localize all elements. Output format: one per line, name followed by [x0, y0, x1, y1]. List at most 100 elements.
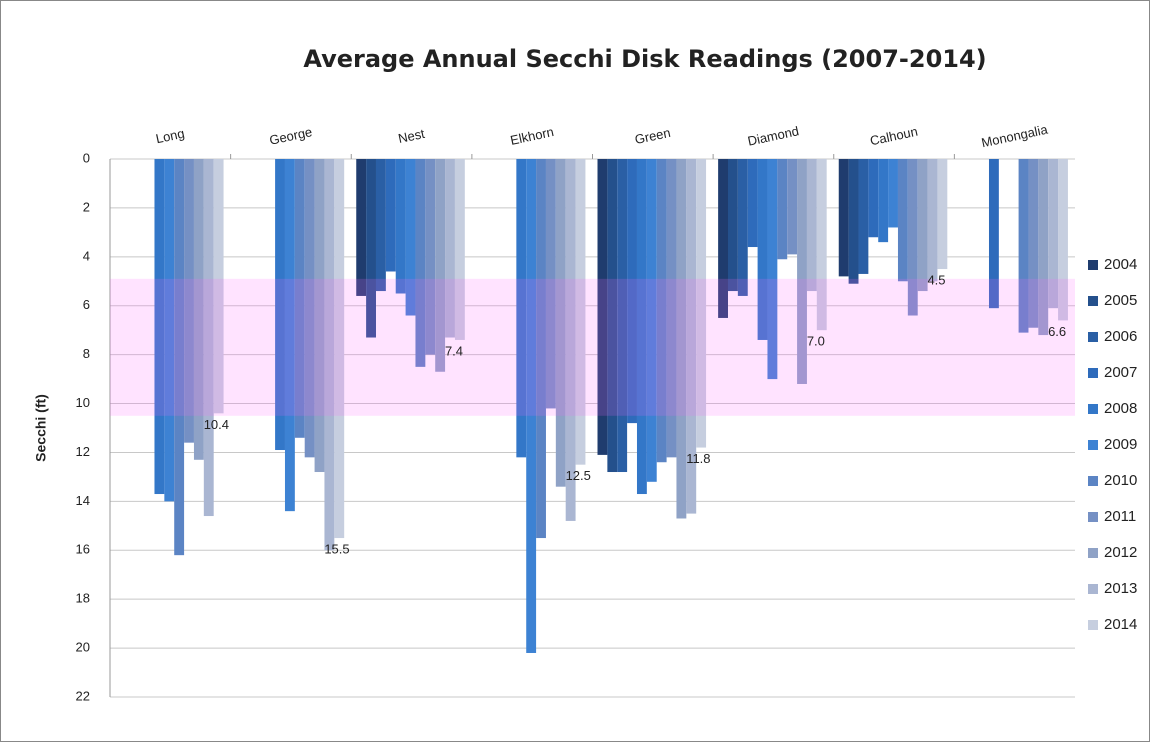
bar	[174, 159, 185, 556]
y-tick-label: 20	[76, 640, 90, 655]
bar	[454, 159, 465, 340]
legend-swatch	[1088, 476, 1098, 486]
bar	[757, 159, 768, 340]
bar	[324, 159, 335, 551]
bar	[676, 159, 687, 519]
bar	[1048, 159, 1059, 309]
bar	[385, 159, 396, 272]
legend-swatch	[1088, 368, 1098, 378]
legend-swatch	[1088, 332, 1098, 342]
data-label: 15.5	[324, 541, 349, 556]
chart-title: Average Annual Secchi Disk Readings (200…	[303, 45, 986, 73]
bar	[897, 159, 908, 282]
bar	[375, 159, 386, 292]
bar	[777, 159, 788, 260]
data-label: 6.6	[1048, 324, 1066, 339]
legend-label: 2010	[1104, 472, 1137, 489]
bar	[988, 159, 999, 309]
bar	[555, 159, 566, 487]
bar	[203, 159, 214, 517]
bar	[797, 159, 807, 384]
legend-label: 2008	[1104, 400, 1137, 417]
bar	[275, 159, 285, 451]
data-label: 4.5	[927, 272, 945, 287]
bar	[536, 159, 546, 539]
legend-swatch	[1088, 620, 1098, 630]
x-tick-label: Green	[633, 125, 671, 147]
legend-label: 2013	[1104, 580, 1137, 597]
legend-swatch	[1088, 440, 1098, 450]
bar	[636, 159, 647, 495]
bar	[526, 159, 537, 653]
bar	[314, 159, 325, 473]
bar	[425, 159, 436, 355]
bar	[878, 159, 889, 243]
bar	[415, 159, 426, 367]
bar	[284, 159, 295, 512]
y-tick-label: 14	[76, 493, 90, 508]
legend-swatch	[1088, 548, 1098, 558]
y-tick-label: 22	[76, 688, 90, 703]
bar	[516, 159, 527, 458]
data-label: 10.4	[204, 417, 229, 432]
data-label: 7.4	[445, 343, 463, 358]
bar	[1028, 159, 1039, 328]
legend-swatch	[1088, 404, 1098, 414]
bar	[696, 159, 707, 448]
bar	[164, 159, 175, 502]
bar	[435, 159, 446, 372]
bar	[405, 159, 416, 316]
y-tick-label: 0	[83, 150, 90, 165]
bar	[545, 159, 556, 409]
bar	[1058, 159, 1068, 321]
legend-swatch	[1088, 296, 1098, 306]
y-tick-label: 18	[76, 591, 90, 606]
legend-label: 2014	[1104, 616, 1137, 633]
legend-label: 2012	[1104, 544, 1137, 561]
bar	[737, 159, 748, 296]
y-tick-label: 2	[83, 199, 90, 214]
bar	[213, 159, 224, 414]
legend-label: 2011	[1104, 508, 1136, 525]
bar	[787, 159, 798, 255]
bar	[937, 159, 948, 270]
bar	[445, 159, 455, 338]
bar	[917, 159, 928, 292]
bar	[838, 159, 849, 277]
bar	[767, 159, 778, 380]
bar	[154, 159, 165, 495]
legend-label: 2009	[1104, 436, 1137, 453]
bar	[304, 159, 315, 458]
bar	[718, 159, 728, 318]
y-tick-label: 4	[83, 248, 90, 263]
bar	[806, 159, 817, 292]
bar	[727, 159, 738, 292]
bar	[193, 159, 204, 460]
y-tick-label: 8	[83, 346, 90, 361]
bar	[1038, 159, 1049, 336]
y-tick-label: 16	[76, 542, 90, 557]
bar	[646, 159, 657, 482]
bar	[366, 159, 376, 338]
data-label: 12.5	[566, 468, 591, 483]
bar	[356, 159, 367, 296]
bar	[395, 159, 406, 294]
data-label: 7.0	[807, 334, 825, 349]
highlight-band	[110, 278, 1075, 416]
bar	[656, 159, 667, 463]
bar	[607, 159, 618, 473]
bar	[686, 159, 697, 514]
legend-swatch	[1088, 512, 1098, 522]
bar	[747, 159, 758, 248]
y-axis-label: Secchi (ft)	[33, 394, 49, 462]
bar	[1018, 159, 1029, 333]
y-tick-label: 12	[76, 444, 90, 459]
bar	[858, 159, 869, 274]
x-tick-label: Long	[154, 126, 185, 147]
x-tick-label: Nest	[397, 126, 427, 146]
y-tick-label: 6	[83, 297, 90, 312]
legend-label: 2007	[1104, 364, 1137, 381]
bar	[848, 159, 859, 284]
bar	[565, 159, 576, 521]
